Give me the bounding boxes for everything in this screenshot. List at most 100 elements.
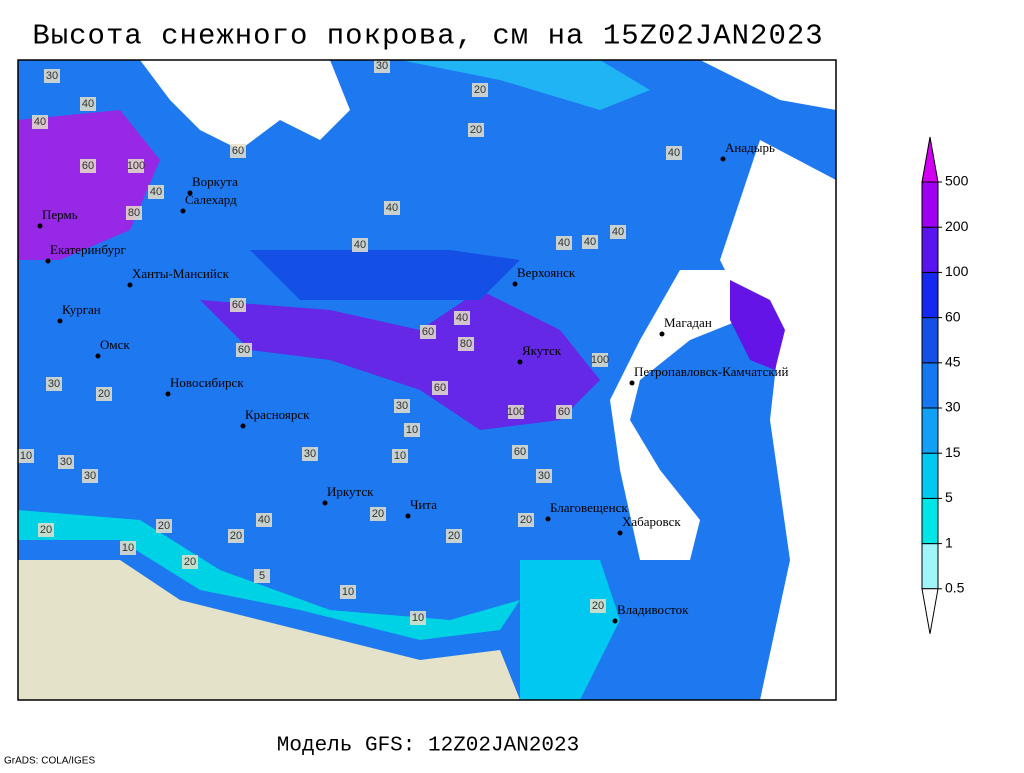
colorbar-arrow bbox=[921, 136, 939, 183]
contour-label-box bbox=[432, 381, 448, 395]
contour-label: 30 bbox=[60, 456, 72, 468]
contour-label-box bbox=[32, 115, 48, 129]
contour-label-box bbox=[302, 447, 318, 461]
footer: Модель GFS: 12Z02JAN2023 bbox=[277, 735, 579, 758]
city-dot bbox=[617, 530, 623, 536]
snow-zone bbox=[250, 250, 520, 300]
contour-label-box bbox=[80, 97, 96, 111]
city-label: Омск bbox=[100, 337, 130, 352]
contour-label-box bbox=[148, 185, 164, 199]
contour-label: 80 bbox=[460, 338, 472, 350]
city-dot bbox=[322, 500, 328, 506]
contour-label: 40 bbox=[258, 514, 270, 526]
contour-label-box bbox=[254, 569, 270, 583]
contour-label: 30 bbox=[304, 448, 316, 460]
city-dot bbox=[659, 331, 665, 337]
contour-label: 30 bbox=[538, 470, 550, 482]
contour-label: 30 bbox=[46, 70, 58, 82]
contour-label: 100 bbox=[591, 354, 609, 366]
contour-label-box bbox=[468, 123, 484, 137]
contour-label: 60 bbox=[558, 406, 570, 418]
snow-zone bbox=[400, 60, 650, 110]
colorbar-segment bbox=[921, 452, 939, 499]
contour-label-box bbox=[472, 83, 488, 97]
contour-label: 20 bbox=[184, 556, 196, 568]
contour-label: 10 bbox=[122, 542, 134, 554]
contour-label: 20 bbox=[592, 600, 604, 612]
contour-label-box bbox=[44, 69, 60, 83]
colorbar-segment bbox=[921, 317, 939, 364]
contour-label: 30 bbox=[396, 400, 408, 412]
city-dot bbox=[720, 156, 726, 162]
contour-label-box bbox=[256, 513, 272, 527]
city-label: Анадырь bbox=[725, 140, 775, 155]
contour-label-box bbox=[46, 377, 62, 391]
colorbar-label: 5 bbox=[945, 489, 953, 505]
contour-label-box bbox=[82, 469, 98, 483]
city-dot bbox=[517, 359, 523, 365]
kamchatka bbox=[730, 280, 785, 370]
city-label: Пермь bbox=[42, 207, 78, 222]
contour-label: 20 bbox=[98, 388, 110, 400]
contour-label: 20 bbox=[448, 530, 460, 542]
contour-label: 20 bbox=[158, 520, 170, 532]
contour-label-box bbox=[590, 599, 606, 613]
contour-label-box bbox=[352, 238, 368, 252]
contour-label-box bbox=[230, 144, 246, 158]
contour-label: 40 bbox=[584, 236, 596, 248]
contour-label-box bbox=[420, 325, 436, 339]
colorbar-segment bbox=[921, 271, 939, 319]
contour-label-box bbox=[536, 469, 552, 483]
contour-label: 60 bbox=[422, 326, 434, 338]
city-dot bbox=[512, 281, 518, 287]
arctic-sea bbox=[700, 60, 836, 110]
city-label: Новосибирск bbox=[170, 375, 244, 390]
city-dot bbox=[95, 353, 101, 359]
city-dot bbox=[405, 513, 411, 519]
contour-label: 20 bbox=[470, 124, 482, 136]
contour-label-box bbox=[370, 507, 386, 521]
contour-label-box bbox=[120, 541, 136, 555]
colorbar-segment bbox=[921, 407, 939, 454]
contour-label: 40 bbox=[456, 312, 468, 324]
city-label: Владивосток bbox=[617, 602, 689, 617]
pacific bbox=[720, 140, 836, 700]
colorbar-label: 0.5 bbox=[945, 580, 965, 596]
contour-label-box bbox=[228, 529, 244, 543]
city-label: Верхоянск bbox=[517, 265, 576, 280]
contour-label: 40 bbox=[150, 186, 162, 198]
colorbar-label: 1 bbox=[945, 534, 953, 550]
contour-label: 60 bbox=[232, 299, 244, 311]
contour-label-box bbox=[38, 523, 54, 537]
contour-label: 20 bbox=[474, 84, 486, 96]
city-label: Петропавловск-Камчатский bbox=[634, 364, 789, 379]
city-label: Екатеринбург bbox=[50, 242, 126, 257]
contour-label: 40 bbox=[612, 226, 624, 238]
map-frame bbox=[17, 59, 837, 701]
colorbar-label: 45 bbox=[945, 354, 961, 370]
contour-label: 10 bbox=[412, 612, 424, 624]
contour-label-box bbox=[126, 206, 142, 220]
contour-label: 60 bbox=[232, 145, 244, 157]
okhotsk-sea bbox=[610, 270, 740, 560]
contour-label-box bbox=[374, 59, 390, 73]
colorbar-segment bbox=[921, 543, 939, 590]
contour-label: 30 bbox=[376, 60, 388, 72]
city-dot bbox=[545, 516, 551, 522]
contour-label: 100 bbox=[127, 160, 145, 172]
contour-label-box bbox=[446, 529, 462, 543]
colorbar-segment bbox=[921, 226, 939, 273]
colorbar-segment bbox=[921, 181, 939, 228]
contour-label: 60 bbox=[238, 344, 250, 356]
contour-label: 10 bbox=[394, 450, 406, 462]
contour-label-box bbox=[610, 225, 626, 239]
city-label: Ханты-Мансийск bbox=[132, 266, 230, 281]
contour-label-box bbox=[592, 353, 608, 367]
city-dot bbox=[629, 380, 635, 386]
contour-label-box bbox=[340, 585, 356, 599]
contour-label: 20 bbox=[372, 508, 384, 520]
contour-label-box bbox=[582, 235, 598, 249]
contour-label-box bbox=[404, 423, 420, 437]
contour-label-box bbox=[394, 399, 410, 413]
contour-label-box bbox=[666, 146, 682, 160]
